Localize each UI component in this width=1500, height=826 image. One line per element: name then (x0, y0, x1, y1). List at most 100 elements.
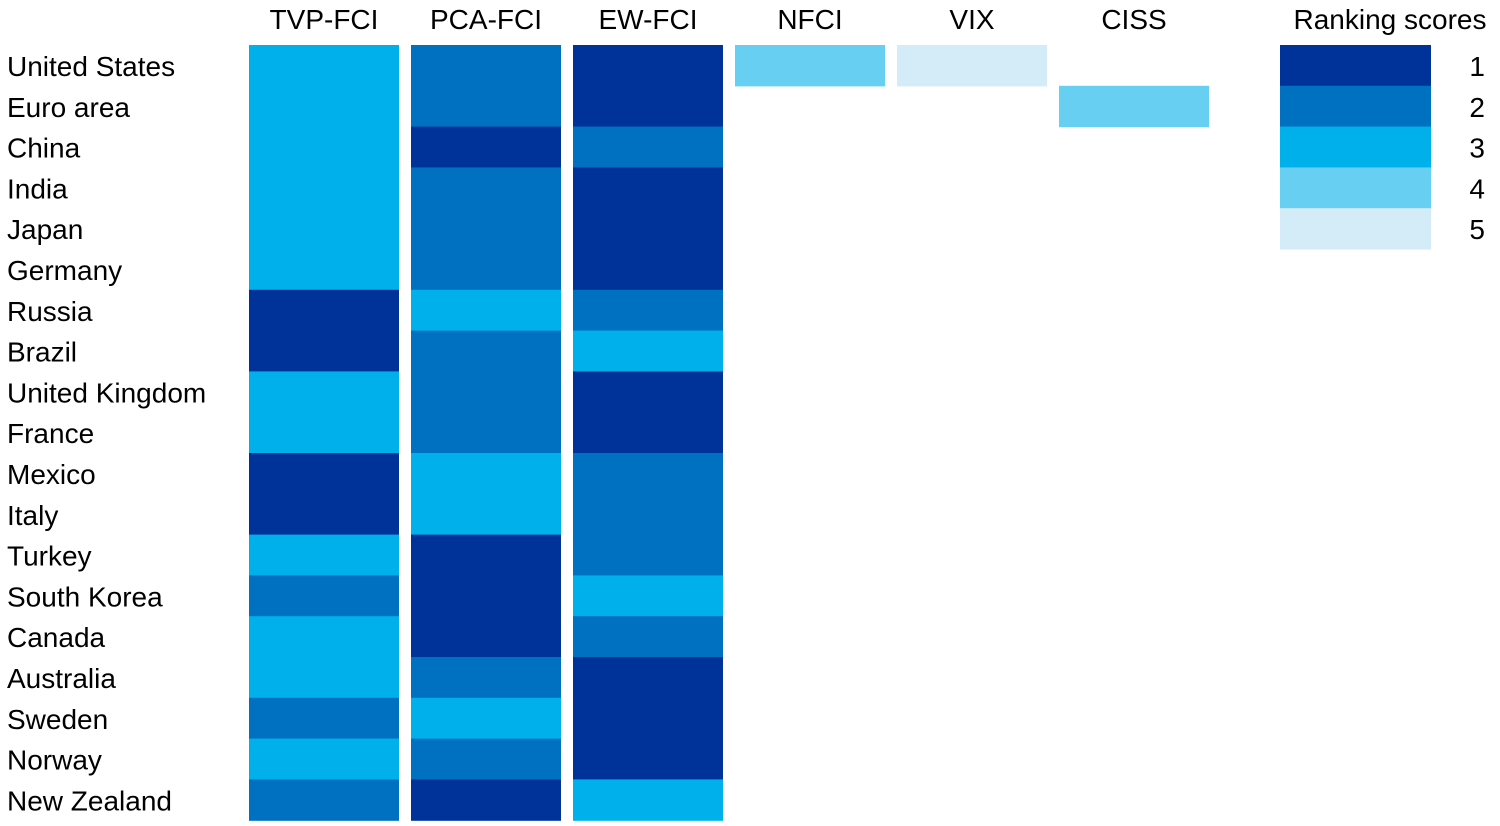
heatmap-cell (573, 289, 723, 332)
heatmap-cell (249, 208, 399, 250)
row-label: Canada (7, 622, 106, 653)
row-label: China (7, 133, 81, 164)
legend-swatch (1280, 167, 1431, 209)
row-label: South Korea (7, 581, 163, 612)
heatmap-cell (411, 616, 561, 658)
heatmap-cell (249, 126, 399, 168)
heatmap-cell (573, 330, 723, 372)
heatmap-cell (411, 534, 561, 576)
heatmap-cell (411, 371, 561, 413)
row-label: Brazil (7, 337, 77, 368)
heatmap-cell (573, 85, 723, 128)
column-label: NFCI (777, 4, 842, 35)
heatmap-cell (249, 697, 399, 740)
heatmap-cell (573, 697, 723, 740)
legend-score-label: 3 (1469, 133, 1485, 164)
row-label: Germany (7, 255, 122, 286)
heatmap-cell (249, 575, 399, 617)
row-label: Russia (7, 296, 93, 327)
legend-score-label: 2 (1469, 92, 1485, 123)
column-labels: TVP-FCI PCA-FCI EW-FCI NFCI VIX CISS (270, 4, 1167, 35)
heatmap-cell (573, 453, 723, 495)
row-label: Euro area (7, 92, 130, 123)
heatmap-cell (249, 412, 399, 454)
column-label: EW-FCI (598, 4, 697, 35)
legend-swatch (1280, 126, 1431, 168)
row-label: India (7, 173, 68, 204)
heatmap-cell (573, 45, 723, 87)
heatmap-cell (411, 289, 561, 332)
heatmap-cell (573, 493, 723, 536)
heatmap-cell (573, 534, 723, 576)
heatmap-cell (573, 779, 723, 821)
heatmap-cells (249, 45, 1209, 821)
column-label: VIX (949, 4, 994, 35)
heatmap-cell (573, 167, 723, 209)
heatmap-cell (411, 697, 561, 740)
legend-score-label: 4 (1469, 173, 1485, 204)
column-label: TVP-FCI (270, 4, 379, 35)
heatmap-cell (573, 371, 723, 413)
column-label: CISS (1101, 4, 1166, 35)
row-label: Norway (7, 745, 102, 776)
heatmap-cell (573, 738, 723, 780)
heatmap-cell (411, 126, 561, 168)
heatmap-cell (411, 208, 561, 250)
row-label: Australia (7, 663, 116, 694)
row-label: Sweden (7, 704, 108, 735)
heatmap-cell (573, 126, 723, 168)
column-label: PCA-FCI (430, 4, 542, 35)
heatmap-cell (411, 657, 561, 699)
legend: Ranking scores 1 2 3 4 5 (1280, 4, 1486, 250)
heatmap-cell (249, 249, 399, 291)
heatmap-cell (249, 330, 399, 372)
legend-score-label: 5 (1469, 214, 1485, 245)
heatmap-cell (573, 208, 723, 250)
heatmap-cell (411, 412, 561, 454)
row-label: United States (7, 51, 175, 82)
heatmap-cell (411, 45, 561, 87)
heatmap-cell (249, 493, 399, 536)
heatmap-cell (411, 330, 561, 372)
heatmap-cell (411, 738, 561, 780)
heatmap-cell (411, 493, 561, 536)
heatmap-cell (249, 657, 399, 699)
row-label: Japan (7, 214, 83, 245)
heatmap-cell (249, 371, 399, 413)
heatmap-cell (249, 167, 399, 209)
heatmap-cell (573, 575, 723, 617)
row-labels: United States Euro area China India Japan Ger… (7, 51, 206, 816)
heatmap-cell (249, 616, 399, 658)
heatmap-cell (249, 779, 399, 821)
heatmap-cell (573, 249, 723, 291)
row-label: United Kingdom (7, 377, 206, 408)
heatmap-cell (573, 412, 723, 454)
heatmap-cell (573, 657, 723, 699)
heatmap-cell (411, 85, 561, 128)
heatmap-cell (249, 453, 399, 495)
row-label: France (7, 418, 94, 449)
heatmap-cell (897, 45, 1047, 87)
heatmap-cell (249, 289, 399, 332)
heatmap-cell (573, 616, 723, 658)
heatmap-cell (411, 575, 561, 617)
heatmap-cell (735, 45, 885, 87)
row-label: Turkey (7, 541, 92, 572)
row-label: Mexico (7, 459, 96, 490)
heatmap-cell (249, 738, 399, 780)
legend-score-label: 1 (1469, 51, 1485, 82)
legend-title: Ranking scores (1294, 4, 1487, 35)
row-label: Italy (7, 500, 58, 531)
heatmap-cell (249, 534, 399, 576)
row-label: New Zealand (7, 785, 172, 816)
legend-swatch (1280, 85, 1431, 128)
heatmap-cell (411, 453, 561, 495)
heatmap-cell (411, 779, 561, 821)
heatmap-cell (249, 85, 399, 128)
heatmap-cell (249, 45, 399, 87)
heatmap-cell (411, 249, 561, 291)
legend-swatch (1280, 208, 1431, 250)
legend-swatch (1280, 45, 1431, 87)
heatmap-cell (411, 167, 561, 209)
